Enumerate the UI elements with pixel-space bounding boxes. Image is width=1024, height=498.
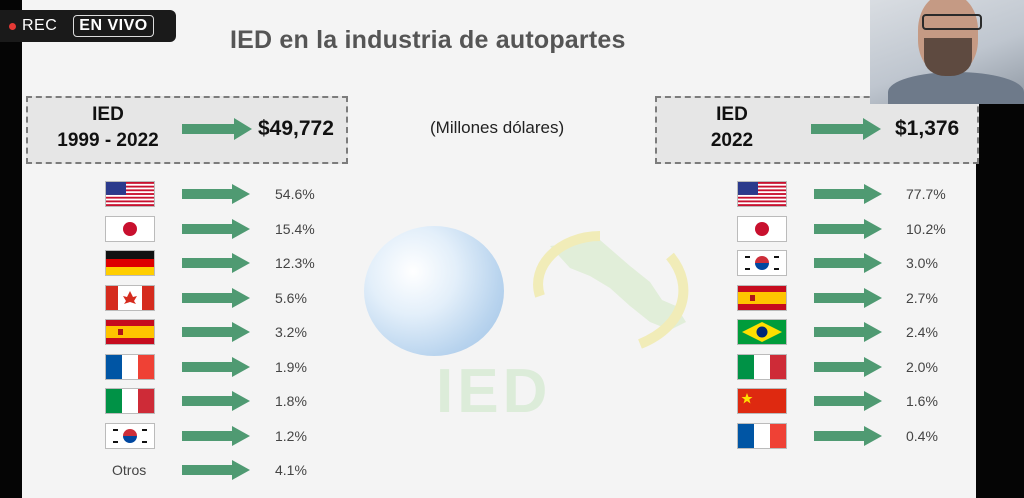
slide-canvas (22, 0, 976, 498)
box-label: IED 2022 (677, 102, 787, 154)
percentage-value: 77.7% (906, 186, 946, 202)
arrow-right-icon (814, 218, 882, 239)
ied-watermark: IED (436, 357, 552, 426)
arrow-right-icon (182, 218, 250, 239)
flag-es-icon (738, 285, 786, 310)
flag-es-icon (106, 320, 154, 344)
arrow-right-icon (814, 425, 882, 446)
percentage-value: 2.0% (906, 358, 938, 375)
live-badge: EN VIVO (73, 15, 154, 37)
arrow-right-icon (814, 391, 882, 411)
flag-us-icon (106, 182, 154, 206)
box-value: $1,376 (895, 117, 960, 140)
percentage-value: 3.2% (275, 324, 307, 340)
recording-indicator: REC EN VIVO (0, 10, 176, 42)
webcam-video[interactable] (870, 0, 1024, 104)
arrow-right-icon (182, 356, 250, 377)
slide-title: IED en la industria de autopartes (230, 26, 626, 54)
percentage-value: 15.4% (275, 220, 315, 237)
flag-cn-icon (738, 389, 786, 413)
arrow-right-icon (182, 253, 250, 273)
arrow-right-icon (182, 425, 250, 446)
flag-it-icon (738, 354, 786, 379)
flag-kr-icon (738, 251, 786, 275)
box-label-line1: IED (92, 104, 124, 125)
percentage-value: 10.2% (906, 220, 946, 237)
percentage-value: 2.7% (906, 289, 938, 306)
flag-jp-icon (738, 216, 786, 241)
arrow-right-icon (811, 118, 881, 140)
presenter-glasses (922, 14, 982, 30)
percentage-value: 1.6% (906, 393, 938, 409)
arrow-right-icon (814, 356, 882, 377)
percentage-value: 0.4% (906, 427, 938, 444)
flag-fr-icon (106, 354, 154, 379)
flag-us-icon (738, 182, 786, 206)
flag-ca-icon (106, 285, 154, 310)
percentage-value: 2.4% (906, 324, 938, 340)
letterbox-left (0, 0, 22, 498)
units-label: (Millones dólares) (430, 118, 565, 137)
arrow-right-icon (182, 118, 252, 140)
percentage-value: 3.0% (906, 255, 938, 271)
flag-br-icon (738, 320, 786, 344)
arrow-right-icon (182, 184, 250, 204)
arrow-right-icon (182, 322, 250, 342)
flag-fr-icon (738, 423, 786, 448)
otros-label: Otros (112, 462, 147, 478)
box-label-line2: 2022 (710, 130, 754, 151)
rec-label: REC (22, 17, 58, 34)
percentage-value: 5.6% (275, 289, 307, 306)
presenter-body (888, 72, 1024, 104)
arrow-right-icon (182, 460, 250, 480)
arrow-right-icon (182, 287, 250, 308)
percentage-value: 12.3% (275, 255, 315, 271)
mexico-map-graphic (533, 231, 689, 349)
flag-it-icon (106, 389, 154, 413)
globe-graphic (364, 226, 504, 356)
arrow-right-icon (814, 322, 882, 342)
box-label-line2: 1999 - 2022 (57, 130, 159, 151)
total-ied-box-1999-2022: IED 1999 - 2022 $49,772 (26, 96, 348, 164)
total-ied-box-2022: IED 2022 $1,376 (655, 96, 979, 164)
arrow-right-icon (182, 391, 250, 411)
box-label: IED 1999 - 2022 (38, 102, 178, 154)
percentage-value: 1.8% (275, 393, 307, 409)
percentage-value: 54.6% (275, 186, 315, 202)
percentage-value: 4.1% (275, 462, 307, 478)
flag-kr-icon (106, 423, 154, 448)
flag-de-icon (106, 251, 154, 275)
arrow-right-icon (814, 253, 882, 273)
percentage-value: 1.9% (275, 358, 307, 375)
record-dot-icon (9, 22, 16, 30)
box-value: $49,772 (258, 117, 334, 140)
flag-jp-icon (106, 216, 154, 241)
arrow-right-icon (814, 184, 882, 204)
presenter-beard (924, 38, 972, 76)
box-label-line1: IED (716, 104, 748, 125)
arrow-right-icon (814, 287, 882, 308)
percentage-value: 1.2% (275, 427, 307, 444)
